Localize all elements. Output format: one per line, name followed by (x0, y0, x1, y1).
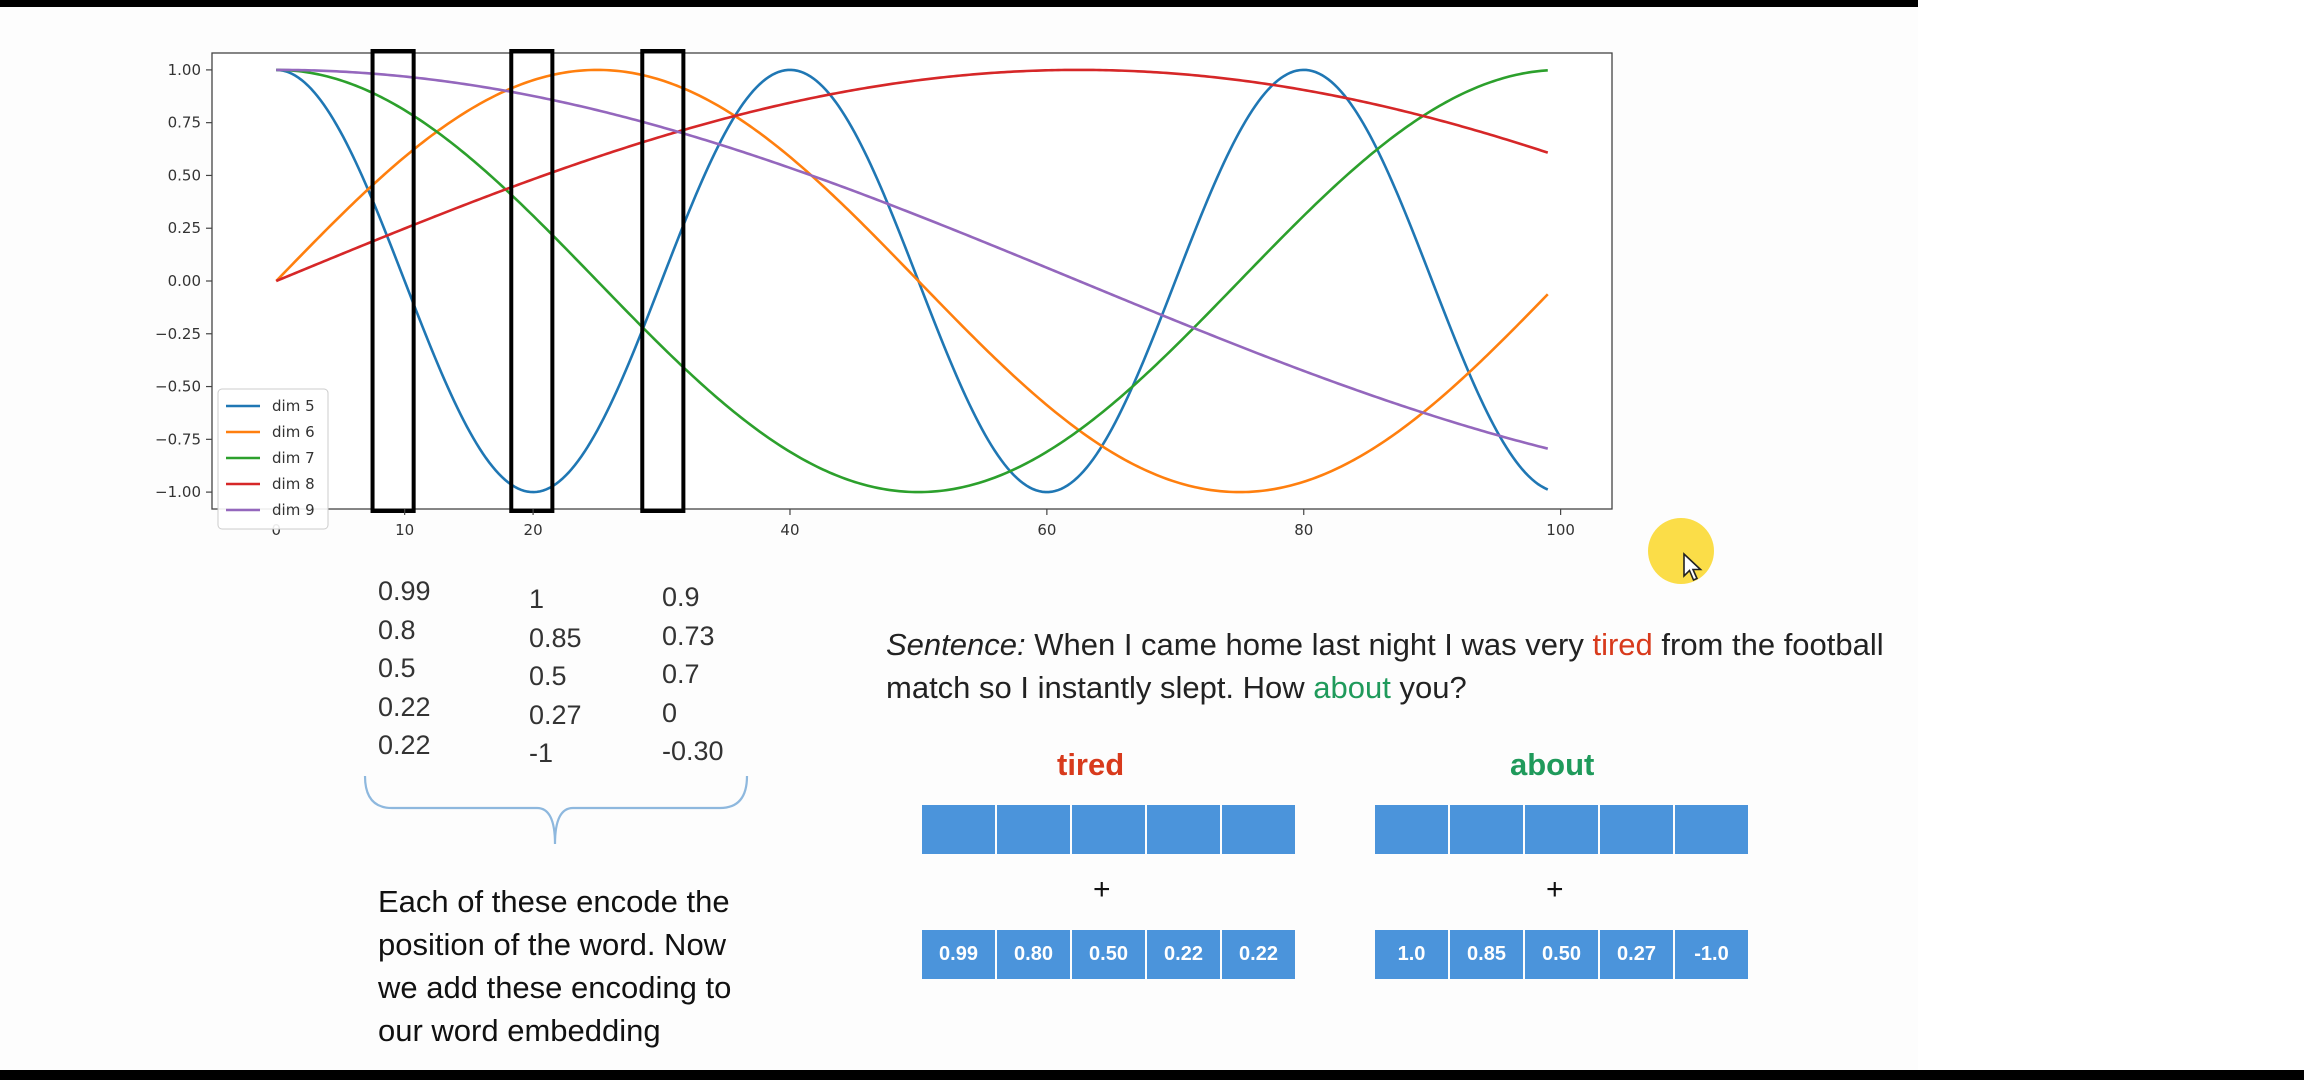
legend-label: dim 8 (272, 475, 315, 493)
column-value: 0.22 (378, 691, 431, 722)
top-border (0, 0, 1918, 7)
embedding-cell (1222, 805, 1295, 854)
about-title: about (1510, 747, 1595, 782)
about-encoding-vector: 1.0 0.85 0.50 0.27 -1.0 (1375, 930, 1750, 979)
column-value: 0.73 (662, 620, 715, 651)
legend-box (217, 388, 329, 530)
y-tick-label: 1.00 (168, 61, 201, 79)
highlight-box (509, 49, 555, 513)
encoding-cell: 0.22 (1222, 930, 1295, 979)
right-margin (1918, 0, 2304, 1070)
encoding-cell: 0.80 (997, 930, 1070, 979)
encoding-cell: 0.27 (1600, 930, 1673, 979)
embedding-cell (922, 805, 995, 854)
column-value: 0.5 (529, 661, 567, 691)
embedding-cell (1147, 805, 1220, 854)
embedding-cell (1600, 805, 1673, 854)
column-value: 0.7 (662, 659, 700, 689)
highlighted-word-tired: tired (1592, 627, 1653, 662)
y-tick-label: −0.50 (155, 378, 201, 396)
x-tick-label: 100 (1546, 521, 1575, 539)
plot-area (211, 52, 1613, 510)
x-tick-label: 80 (1294, 521, 1313, 539)
mouse-pointer-icon (1683, 552, 1703, 582)
series-line (276, 68, 1549, 494)
embedding-cell (1675, 805, 1748, 854)
column-value: 0.99 (378, 576, 431, 606)
x-tick-label: 60 (1037, 521, 1056, 539)
tired-embedding-vector (922, 805, 1297, 854)
y-tick-label: −0.75 (155, 430, 201, 448)
plus-sign: + (1546, 873, 1564, 906)
series-line (275, 68, 1549, 494)
cursor-highlight (1648, 518, 1714, 584)
encoding-cell: 0.50 (1525, 930, 1598, 979)
column-value: 1 (529, 584, 545, 614)
encoding-cell: -1.0 (1675, 930, 1748, 979)
column-value: 0.5 (378, 653, 416, 683)
series-line (276, 68, 1549, 450)
tired-encoding-vector: 0.99 0.80 0.50 0.22 0.22 (922, 930, 1297, 979)
caption-line: we add these encoding to (378, 970, 732, 1005)
encoding-cell: 0.22 (1147, 930, 1220, 979)
x-tick-label: 0 (271, 521, 281, 539)
caption-line: our word embedding (378, 1013, 661, 1048)
embedding-cell (1525, 805, 1598, 854)
embedding-cell (1450, 805, 1523, 854)
highlighted-word-about: about (1313, 670, 1391, 705)
embedding-cell (997, 805, 1070, 854)
positional-encoding-chart: 0 10 20 40 60 80 100 1.00 0.75 0.50 0.25 0.00 −0.25 −… (155, 49, 1613, 539)
sentence-text: When I came home last night I was very (1025, 627, 1593, 662)
embedding-cell (1375, 805, 1448, 854)
column-value: 0 (662, 697, 678, 728)
highlight-box (640, 49, 686, 513)
sentence-text: you? (1390, 670, 1467, 705)
plus-sign: + (1093, 873, 1111, 906)
x-tick-label: 40 (780, 521, 799, 539)
column-value: -0.30 (662, 736, 724, 766)
encoding-cell: 0.50 (1072, 930, 1145, 979)
y-tick-label: 0.25 (168, 219, 201, 237)
column-value: 0.27 (529, 699, 582, 730)
about-embedding-vector (1375, 805, 1750, 854)
caption-text: Each of these encode the position of the… (378, 880, 798, 1052)
y-tick-label: −1.00 (155, 483, 201, 501)
highlight-box (370, 49, 416, 513)
encoding-cell: 1.0 (1375, 930, 1448, 979)
x-tick-label: 10 (395, 521, 414, 539)
legend-label: dim 6 (272, 423, 315, 441)
tired-title: tired (1057, 747, 1125, 782)
column-value: 0.85 (529, 622, 582, 653)
column-value: 0.9 (662, 582, 700, 612)
column-value: 0.22 (378, 730, 431, 760)
column-values-pos30: 0.9 0.73 0.7 0 -0.30 (662, 578, 724, 771)
caption-line: position of the word. Now (378, 927, 727, 962)
y-tick-label: 0.50 (168, 166, 201, 184)
legend-label: dim 5 (272, 397, 315, 415)
y-tick-label: 0.00 (168, 272, 201, 290)
sentence-text: from the football match so I instantly s… (886, 627, 1884, 705)
embedding-cell (1072, 805, 1145, 854)
encoding-cell: 0.85 (1450, 930, 1523, 979)
legend-label: dim 9 (272, 501, 315, 519)
column-values-pos20: 1 0.85 0.5 0.27 -1 (529, 580, 582, 773)
y-tick-label: 0.75 (168, 114, 201, 132)
curly-brace (363, 775, 749, 845)
encoding-cell: 0.99 (922, 930, 995, 979)
sentence-label: Sentence: (886, 627, 1026, 662)
y-tick-label: −0.25 (155, 325, 201, 343)
bottom-border (0, 1070, 2304, 1080)
column-value: 0.8 (378, 614, 416, 645)
x-tick-label: 20 (524, 521, 543, 539)
series-line (275, 68, 1549, 283)
column-values-pos10: 0.99 0.8 0.5 0.22 0.22 (378, 572, 431, 765)
series-line (276, 68, 1548, 494)
column-value: -1 (529, 738, 554, 768)
caption-line: Each of these encode the (378, 884, 730, 919)
example-sentence: Sentence: When I came home last night I … (886, 623, 1906, 709)
legend-label: dim 7 (272, 449, 315, 467)
